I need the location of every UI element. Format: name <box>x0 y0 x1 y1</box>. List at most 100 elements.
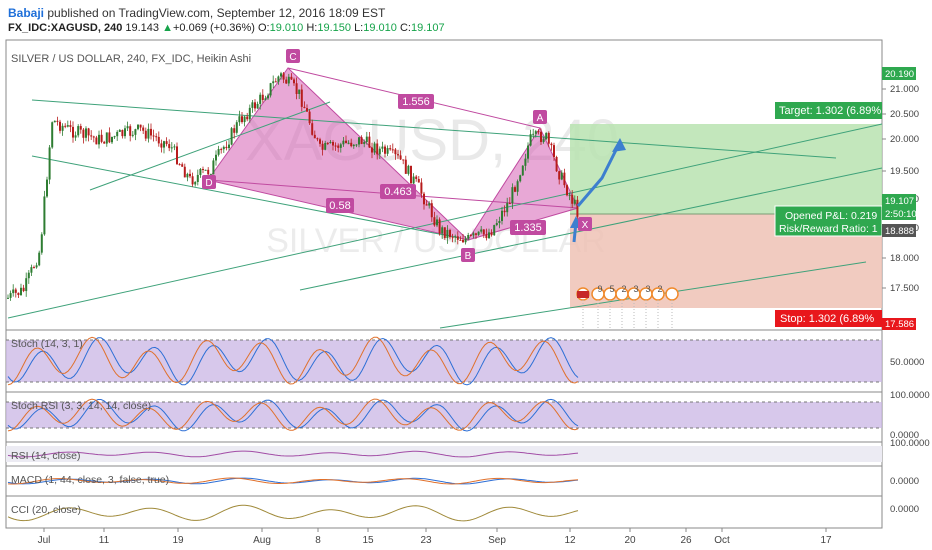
candle-body <box>300 89 303 107</box>
candle-body <box>381 146 384 149</box>
candle-body <box>339 144 342 148</box>
indicator-band <box>6 340 882 382</box>
candle-body <box>261 94 264 101</box>
close-label: C: <box>399 22 411 34</box>
up-arrow-icon: ▲ <box>162 22 173 34</box>
target-zone[interactable] <box>570 124 882 214</box>
candle-body <box>7 297 9 299</box>
candle-body <box>40 234 43 253</box>
projection-arrow <box>576 141 622 207</box>
candle-body <box>181 164 184 167</box>
event-count: 5 <box>609 284 614 294</box>
point-x[interactable]: X <box>578 217 592 231</box>
candle-body <box>225 146 228 149</box>
candle-body <box>506 203 509 213</box>
open-label: O: <box>258 22 270 34</box>
candle-body <box>337 145 340 148</box>
candle-body <box>87 128 90 136</box>
ratio-3-text: 0.58 <box>329 200 350 212</box>
pnl-text: Opened P&L: 0.219 <box>785 210 877 222</box>
point-d-label: D <box>205 178 212 189</box>
author-link[interactable]: Babaji <box>8 6 45 20</box>
chart-header: Babaji published on TradingView.com, Sep… <box>0 0 932 38</box>
event-count: 2 <box>657 284 662 294</box>
candle-body <box>371 147 373 153</box>
point-c-label: C <box>289 52 296 63</box>
candle-body <box>272 81 275 84</box>
stop-tag[interactable]: Stop: 1.302 (6.89% <box>775 310 882 327</box>
candle-body <box>490 232 493 236</box>
candle-body <box>108 132 111 143</box>
candle-body <box>113 136 116 138</box>
indicator-label[interactable]: MACD (1, 44, close, 3, false, true) <box>11 474 169 486</box>
candle-body <box>155 136 158 138</box>
pnl-box[interactable]: Opened P&L: 0.219 Risk/Reward Ratio: 1 <box>774 205 883 237</box>
candle-body <box>410 165 412 184</box>
candle-body <box>129 126 132 136</box>
candle-body <box>9 293 12 298</box>
trend-lines[interactable] <box>7 99 883 329</box>
candle-body <box>449 230 451 238</box>
target-tag[interactable]: Target: 1.302 (6.89% <box>775 102 882 119</box>
indicator-label[interactable]: RSI (14, close) <box>11 450 80 462</box>
candle-body <box>196 174 199 183</box>
candle-body <box>550 143 553 146</box>
candle-body <box>326 142 329 144</box>
candle-body <box>79 126 82 130</box>
point-a-label: A <box>537 113 544 124</box>
price-tick-label: 17.500 <box>890 283 919 294</box>
candle-body <box>137 124 139 130</box>
candle-body <box>61 125 64 131</box>
candle-body <box>124 128 126 137</box>
projection-arrow-head <box>612 138 626 152</box>
price-axis[interactable]: 21.00020.50020.00019.50019.00018.50018.0… <box>882 84 919 294</box>
candle-body <box>560 172 563 180</box>
price-tick-label: 21.000 <box>890 84 919 95</box>
candle-body <box>246 116 249 120</box>
candle-body <box>347 142 350 144</box>
candle-body <box>144 130 147 139</box>
main-pane[interactable]: XAGUSD, 240 SILVER / US DOLLAR <box>7 49 883 329</box>
event-count: 3 <box>645 284 650 294</box>
indicator-label[interactable]: CCI (20, close) <box>11 504 81 516</box>
candle-body <box>38 252 41 266</box>
time-tick-label: 20 <box>624 535 636 546</box>
indicator-label[interactable]: Stoch (14, 3, 1) <box>11 338 83 350</box>
candle-body <box>66 125 69 127</box>
candle-body <box>22 287 25 292</box>
candle-body <box>542 139 545 142</box>
candle-body <box>485 234 488 239</box>
candle-body <box>532 133 535 135</box>
point-c[interactable]: C <box>286 49 300 63</box>
candle-body <box>425 204 428 206</box>
candle-body <box>555 156 558 172</box>
indicator-line <box>7 504 579 522</box>
candle-body <box>446 230 449 239</box>
symbol-label[interactable]: FX_IDC:XAGUSD, 240 <box>8 22 123 34</box>
time-axis[interactable]: Jul 11 19 Aug 8 15 23 Sep 12 20 26 Oct 17 <box>38 528 832 546</box>
price-tick-label: 19.500 <box>890 166 919 177</box>
point-d[interactable]: D <box>202 175 216 189</box>
event-count: 3 <box>633 284 638 294</box>
indicator-panes[interactable]: Stoch (14, 3, 1) 50.0000 Stoch RSI (3, 3, … <box>6 329 930 522</box>
event-icon[interactable] <box>665 287 679 301</box>
candle-body <box>220 149 223 151</box>
price-tag-high-text: 20.190 <box>885 69 914 80</box>
candle-body <box>280 73 282 77</box>
event-count: 9 <box>597 284 602 294</box>
candle-body <box>254 102 256 109</box>
candle-body <box>256 103 259 109</box>
indicator-band <box>6 446 882 462</box>
point-b[interactable]: B <box>461 248 475 262</box>
chart-canvas[interactable]: XAGUSD, 240 SILVER / US DOLLAR <box>0 38 932 550</box>
candle-body <box>329 141 332 144</box>
indicator-line <box>7 398 579 432</box>
candle-body <box>202 168 204 171</box>
indicator-label[interactable]: Stoch RSI (3, 3, 14, 14, close) <box>11 400 151 412</box>
candle-body <box>77 126 80 136</box>
point-a[interactable]: A <box>533 110 547 124</box>
quote-line: FX_IDC:XAGUSD, 240 19.143 ▲+0.069 (+0.36… <box>8 22 445 34</box>
time-tick-label: Oct <box>714 535 730 546</box>
price-tag-last-text: 19.107 <box>885 196 914 207</box>
